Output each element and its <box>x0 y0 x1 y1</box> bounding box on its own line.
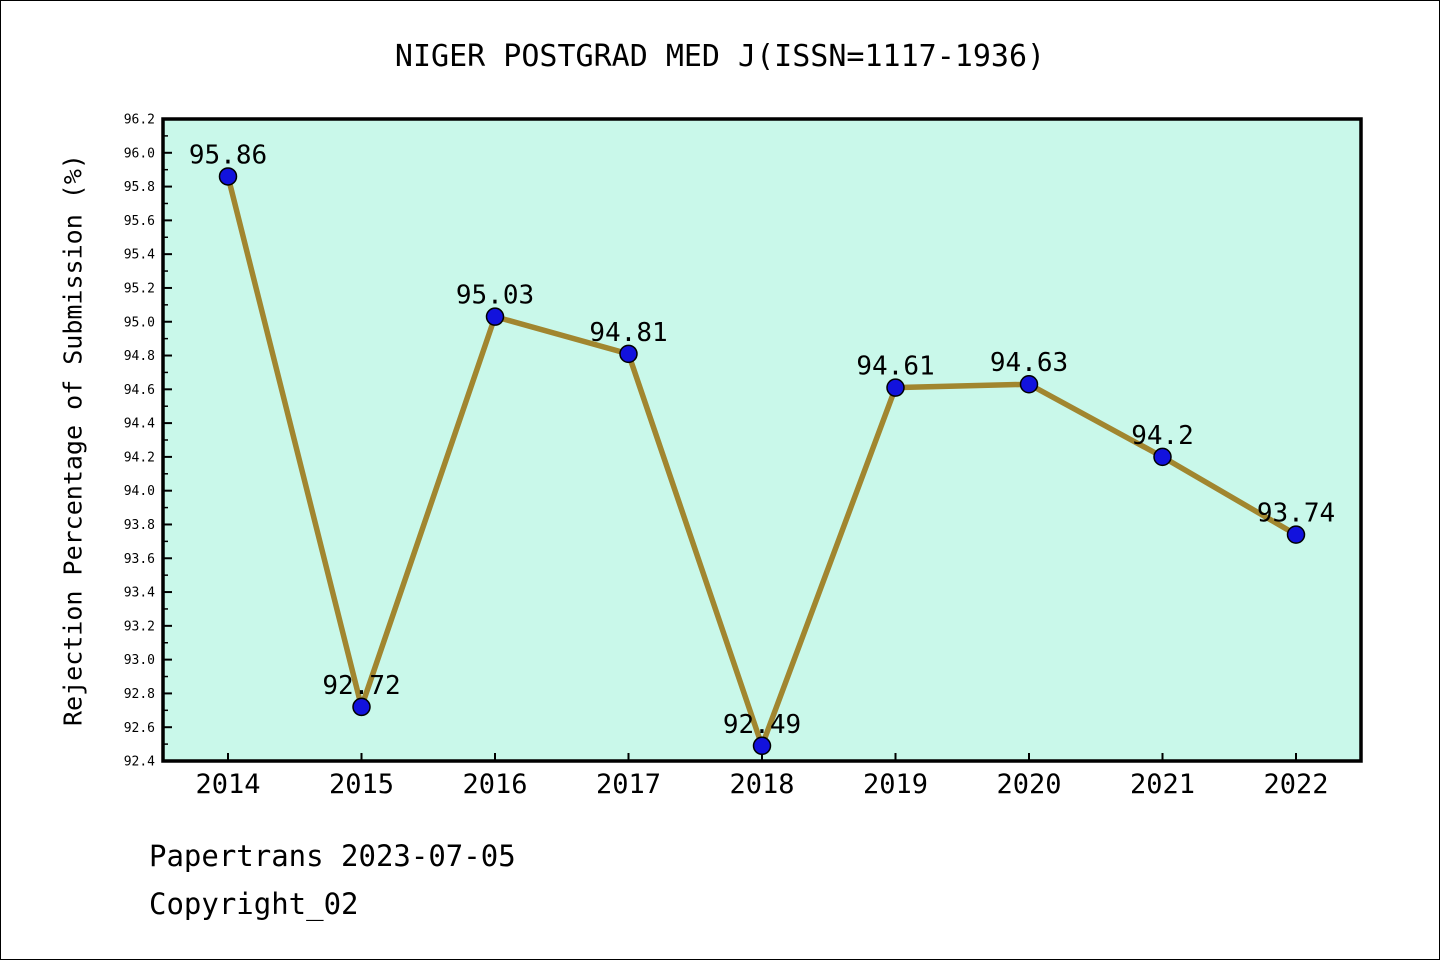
y-tick-label: 95.0 <box>124 315 155 330</box>
footer-source-date: Papertrans 2023-07-05 <box>149 839 516 873</box>
x-tick-label: 2020 <box>996 769 1061 800</box>
y-tick-label: 93.2 <box>124 619 155 634</box>
plot-border <box>161 117 1363 763</box>
y-tick-label: 93.4 <box>124 586 155 601</box>
x-tick-label: 2016 <box>462 769 527 800</box>
data-point-label: 94.61 <box>856 352 934 382</box>
y-tick-label: 94.6 <box>124 383 155 398</box>
y-tick-label: 96.0 <box>124 146 155 161</box>
x-tick-label: 2014 <box>195 769 260 800</box>
y-tick-label: 93.8 <box>124 518 155 533</box>
data-point-label: 93.74 <box>1257 499 1335 529</box>
x-tick-label: 2019 <box>863 769 928 800</box>
y-tick-label: 95.2 <box>124 281 155 296</box>
data-point-label: 95.86 <box>189 140 267 170</box>
y-tick-label: 95.8 <box>124 180 155 195</box>
data-point-label: 94.2 <box>1131 421 1194 451</box>
plot-area-bg <box>163 119 1361 761</box>
data-point <box>1019 374 1039 394</box>
data-point <box>218 167 238 186</box>
x-tick-label: 2021 <box>1130 769 1195 800</box>
data-point-label: 92.49 <box>723 710 801 740</box>
data-point <box>352 697 371 717</box>
data-point <box>1286 525 1306 544</box>
x-tick-label: 2017 <box>596 769 661 800</box>
x-tick-label: 2015 <box>329 769 394 800</box>
y-tick-label: 94.4 <box>124 417 155 432</box>
data-point-label: 92.72 <box>322 671 400 701</box>
data-point <box>752 736 772 756</box>
x-tick-label: 2018 <box>729 769 794 800</box>
data-point <box>485 307 505 326</box>
chart-title: NIGER POSTGRAD MED J(ISSN=1117-1936) <box>394 39 1046 74</box>
y-tick-label: 93.6 <box>124 552 155 567</box>
y-tick-label: 94.0 <box>124 484 155 499</box>
data-point-label: 95.03 <box>456 281 534 311</box>
data-point-label: 94.81 <box>589 318 667 348</box>
y-tick-label: 93.0 <box>124 653 155 668</box>
y-tick-label: 95.4 <box>124 248 155 263</box>
y-tick-label: 92.4 <box>124 755 155 770</box>
data-point-label: 94.63 <box>990 348 1068 378</box>
y-tick-label: 92.8 <box>124 687 155 702</box>
y-tick-label: 92.6 <box>124 721 155 736</box>
y-tick-label: 95.6 <box>124 214 155 229</box>
data-point <box>1153 447 1172 467</box>
y-tick-label: 96.2 <box>124 113 155 128</box>
y-tick-label: 94.2 <box>124 450 155 465</box>
y-tick-label: 94.8 <box>124 349 155 364</box>
data-point <box>886 378 905 397</box>
data-point <box>619 344 638 364</box>
x-tick-label: 2022 <box>1263 769 1328 800</box>
footer-copyright: Copyright_02 <box>149 887 359 921</box>
